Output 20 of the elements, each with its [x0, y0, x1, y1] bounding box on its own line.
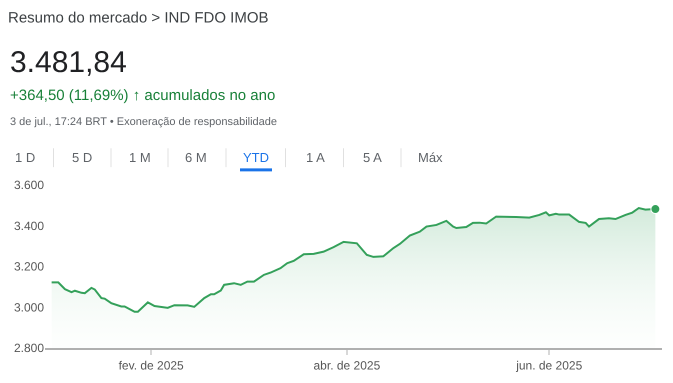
text: Máx: [418, 150, 444, 165]
y-tick-label: 2.800: [14, 341, 44, 356]
text: 1 A: [306, 150, 326, 165]
x-tick-label: abr. de 2025: [314, 358, 381, 372]
text: 1 D: [15, 150, 36, 165]
text: 6 M: [185, 150, 207, 165]
text: YTD: [243, 150, 269, 165]
text: 5 A: [363, 150, 382, 165]
y-tick-label: 3.200: [14, 260, 44, 274]
text: 5 D: [72, 150, 92, 165]
text: 3 de jul., 17:24 BRT • Exoneração de responsabilidade: [10, 116, 278, 128]
y-tick-label: 3.000: [14, 300, 44, 314]
x-tick-label: fev. de 2025: [118, 358, 184, 372]
y-tick-label: 3.600: [14, 178, 44, 192]
y-tick-label: 3.400: [14, 218, 44, 233]
chart-title: Resumo do mercado > IND FDO IMOB: [8, 9, 268, 26]
x-tick-label: jun. de 2025: [515, 358, 583, 372]
text: +364,50 (11,69%) ↑ acumulados no ano: [10, 87, 276, 104]
text: 3.481,84: [10, 46, 127, 79]
text: 1 M: [129, 150, 151, 165]
